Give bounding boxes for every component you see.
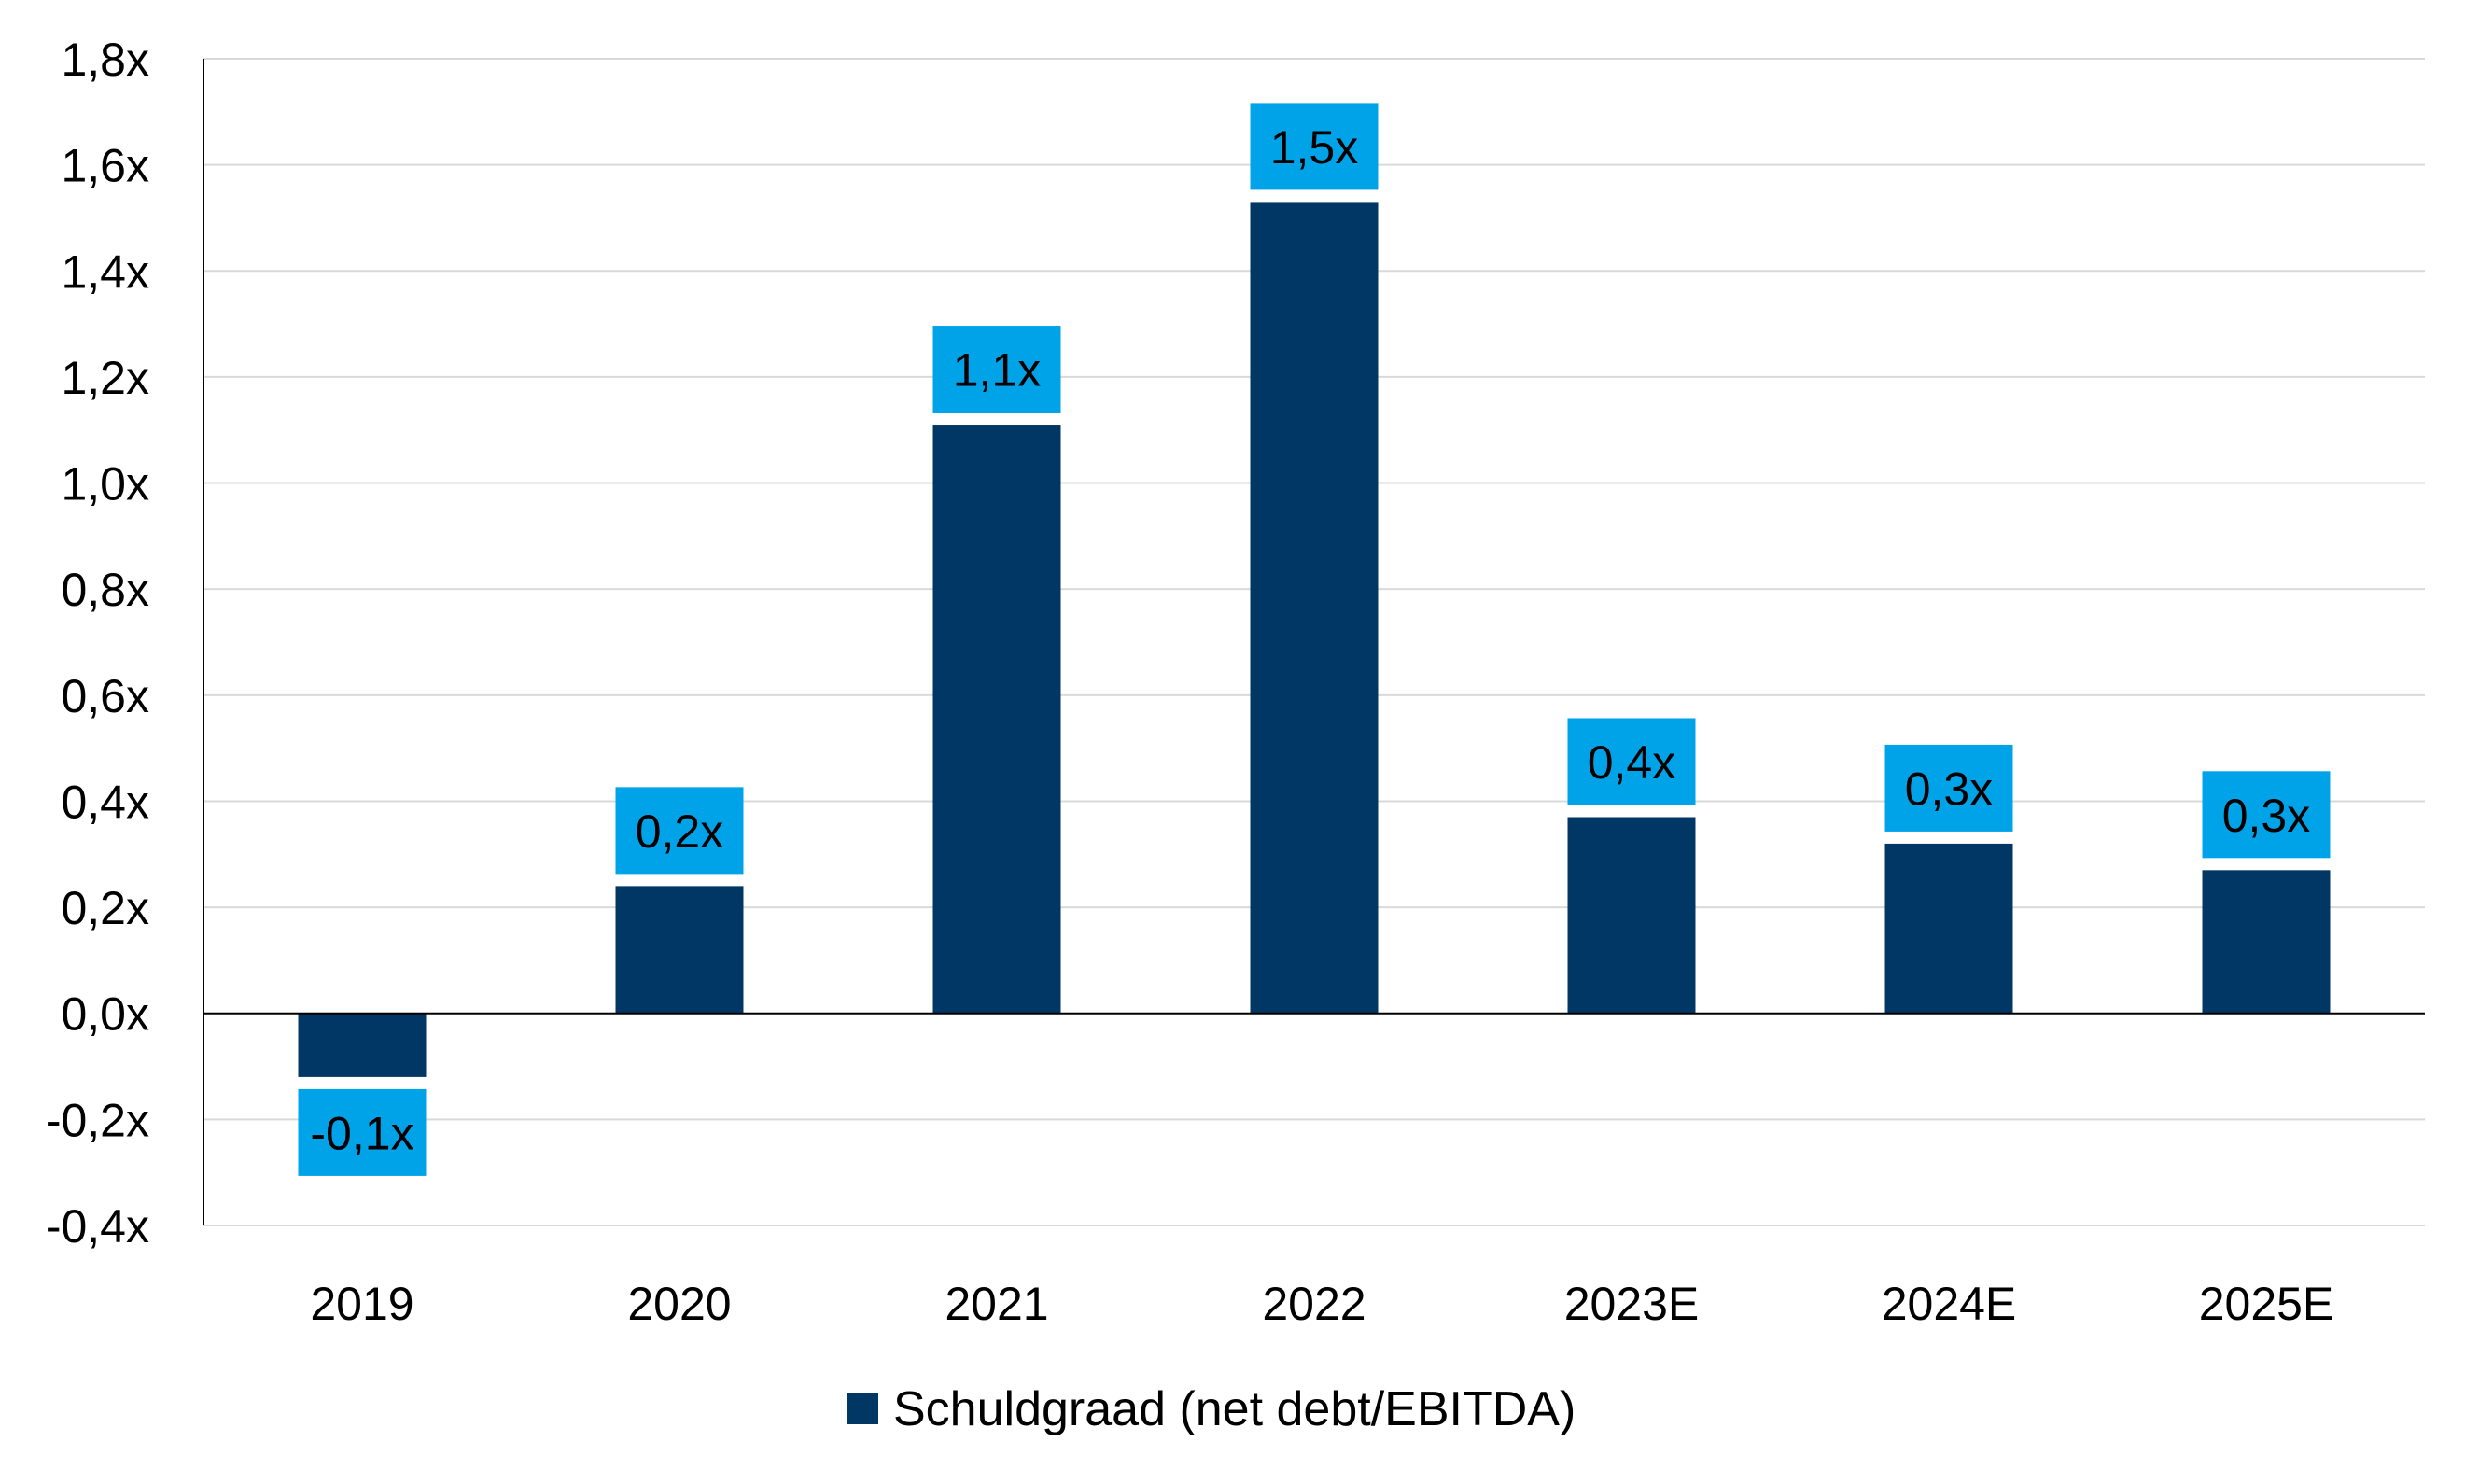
bar	[932, 425, 1061, 1014]
data-label-box	[2202, 771, 2331, 859]
bar	[615, 886, 744, 1014]
legend-swatch	[847, 1393, 878, 1424]
y-tick-label: 1,2x	[61, 352, 149, 404]
data-label: 0,4x	[1567, 718, 1696, 805]
x-tick-label: 2021	[945, 1278, 1048, 1330]
data-label-text: -0,1x	[310, 1107, 413, 1159]
y-tick-label: 0,4x	[61, 776, 149, 828]
y-tick-label: 1,6x	[61, 140, 149, 192]
x-tick-label: 2019	[310, 1278, 413, 1330]
bar	[1884, 843, 2013, 1014]
y-tick-label: 0,6x	[61, 670, 149, 722]
y-tick-label: 1,8x	[61, 34, 149, 86]
y-tick-label: 0,2x	[61, 882, 149, 934]
data-label: -0,1x	[298, 1088, 427, 1176]
axes	[203, 59, 2425, 1225]
data-label-box	[298, 1088, 427, 1176]
y-tick-label: -0,2x	[46, 1094, 149, 1146]
legend-label: Schuldgraad (net debt/EBITDA)	[893, 1382, 1576, 1436]
x-tick-label: 2020	[627, 1278, 731, 1330]
bar	[1567, 817, 1696, 1014]
data-labels: -0,1x 0,2x 1,1x 1,5x 0,4x 0,3x 0,3x	[298, 103, 2331, 1176]
data-label-box	[615, 787, 744, 875]
x-tick-label: 2024E	[1882, 1278, 2017, 1330]
data-label: 0,2x	[615, 787, 744, 875]
data-label-box	[932, 326, 1061, 413]
legend: Schuldgraad (net debt/EBITDA)	[847, 1382, 1576, 1436]
y-tick-label: 0,0x	[61, 988, 149, 1041]
data-label-text: 0,3x	[1905, 763, 1994, 815]
data-label: 1,5x	[1250, 103, 1379, 190]
data-label-box	[1567, 718, 1696, 805]
y-axis-tick-labels: 1,8x 1,6x 1,4x 1,2x 1,0x 0,8x 0,6x 0,4x 0,2x 0,0x…	[46, 34, 149, 1253]
x-tick-label: 2025E	[2199, 1278, 2334, 1330]
x-tick-label: 2022	[1262, 1278, 1366, 1330]
data-label: 1,1x	[932, 326, 1061, 413]
x-axis-tick-labels: 2019 2020 2021 2022 2023E 2024E 2025E	[310, 1278, 2333, 1330]
data-label-box	[1884, 744, 2013, 832]
y-tick-label: 1,0x	[61, 458, 149, 511]
legend-item: Schuldgraad (net debt/EBITDA)	[847, 1382, 1576, 1436]
data-label-text: 0,4x	[1588, 736, 1676, 789]
data-label-text: 1,1x	[953, 344, 1042, 397]
y-tick-label: 1,4x	[61, 245, 149, 298]
data-label: 0,3x	[2202, 771, 2331, 859]
bar	[2202, 870, 2331, 1014]
x-tick-label: 2023E	[1564, 1278, 1700, 1330]
data-label-box	[1250, 103, 1379, 190]
bar	[298, 1013, 427, 1077]
bars	[298, 202, 2331, 1077]
bar	[1250, 202, 1379, 1014]
data-label-text: 0,2x	[636, 805, 724, 858]
y-tick-label: 0,8x	[61, 564, 149, 616]
y-tick-label: -0,4x	[46, 1200, 149, 1253]
data-label: 0,3x	[1884, 744, 2013, 832]
data-label-text: 0,3x	[2222, 790, 2311, 842]
data-label-text: 1,5x	[1270, 121, 1359, 174]
